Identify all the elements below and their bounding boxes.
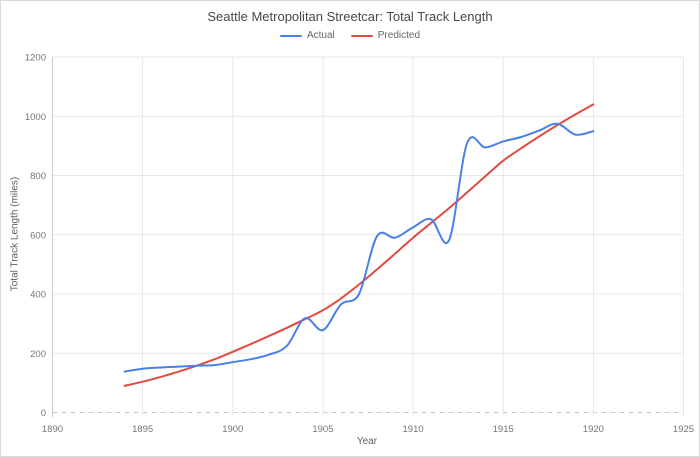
x-tick-label-1925: 1925 bbox=[673, 424, 694, 435]
legend-item-predicted[interactable]: Predicted bbox=[350, 30, 421, 41]
x-tick-label-1905: 1905 bbox=[312, 424, 333, 435]
legend-label-predicted: Predicted bbox=[377, 30, 421, 41]
predicted-series-line bbox=[123, 103, 595, 387]
x-tick-label-1895: 1895 bbox=[132, 424, 153, 435]
y-tick-label-600: 600 bbox=[30, 230, 46, 241]
legend: Actual Predicted bbox=[1, 30, 699, 41]
x-axis-title: Year bbox=[356, 436, 378, 447]
y-tick-label-1000: 1000 bbox=[25, 112, 46, 123]
x-tick-label-1900: 1900 bbox=[222, 424, 243, 435]
legend-item-actual[interactable]: Actual bbox=[279, 30, 335, 41]
y-axis-title: Total Track Length (miles) bbox=[9, 176, 21, 292]
y-tick-label-200: 200 bbox=[30, 349, 46, 360]
x-tick-label-1915: 1915 bbox=[493, 424, 514, 435]
y-tick-label-1200: 1200 bbox=[25, 53, 46, 64]
chart-title: Seattle Metropolitan Streetcar: Total Tr… bbox=[207, 9, 493, 24]
y-tick-label-400: 400 bbox=[30, 290, 46, 301]
y-tick-label-800: 800 bbox=[30, 171, 46, 182]
y-tick-label-0: 0 bbox=[41, 408, 46, 419]
x-tick-label-1920: 1920 bbox=[583, 424, 604, 435]
actual-series-line bbox=[123, 122, 595, 373]
x-tick-label-1910: 1910 bbox=[403, 424, 424, 435]
predicted-line-swatch bbox=[350, 34, 373, 37]
x-tick-label-1890: 1890 bbox=[42, 424, 63, 435]
legend-label-actual: Actual bbox=[306, 30, 335, 41]
actual-line-swatch bbox=[279, 34, 302, 37]
